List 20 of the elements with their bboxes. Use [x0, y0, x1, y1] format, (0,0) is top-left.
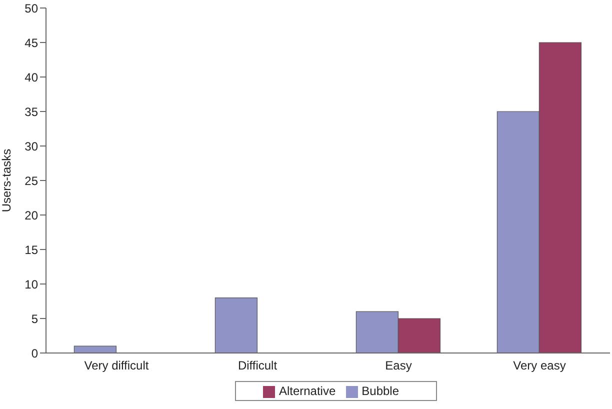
legend-label: Alternative — [278, 384, 336, 398]
y-tick-label: 5 — [31, 312, 38, 326]
x-tick-label: Very difficult — [84, 358, 150, 373]
bar — [74, 346, 116, 353]
x-tick-label: Difficult — [238, 358, 278, 373]
y-tick-label: 25 — [24, 174, 38, 188]
y-tick-label: 10 — [24, 277, 38, 292]
y-tick-label: 50 — [24, 1, 38, 16]
y-tick-label: 35 — [24, 104, 38, 119]
legend-label: Bubble — [362, 384, 400, 398]
y-tick-label: 15 — [24, 242, 38, 257]
x-tick-label: Easy — [385, 358, 412, 373]
y-tick-label: 30 — [24, 139, 38, 154]
y-tick-label: 45 — [24, 36, 38, 50]
y-tick-label: 20 — [24, 208, 38, 222]
y-axis-title: Users-tasks — [0, 148, 14, 212]
x-tick-label: Very easy — [513, 358, 566, 373]
y-tick-label: 40 — [24, 70, 38, 84]
bar — [214, 298, 258, 353]
y-tick-label: 0 — [31, 346, 38, 360]
